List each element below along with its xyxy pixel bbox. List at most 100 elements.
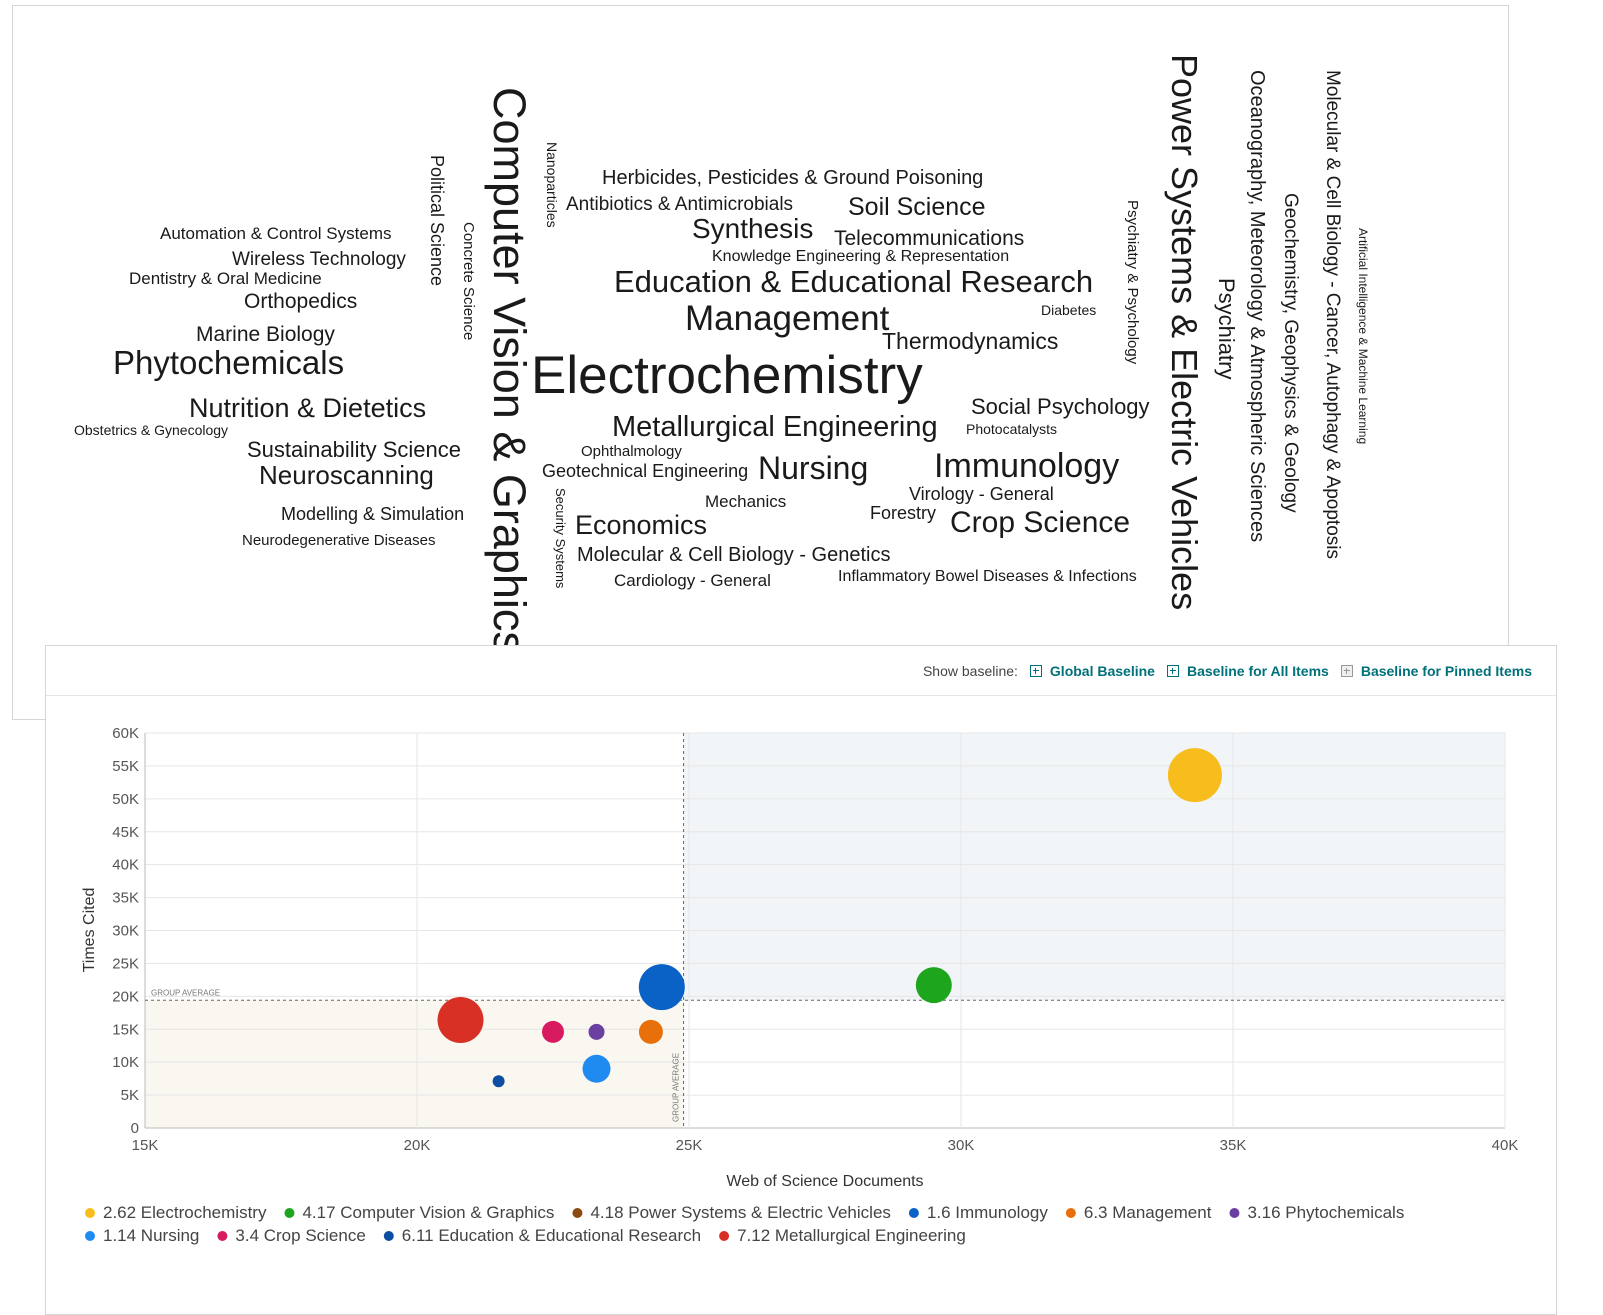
word: Nutrition & Dietetics: [189, 393, 426, 423]
word: Knowledge Engineering & Representation: [712, 248, 1009, 265]
word: Nursing: [758, 450, 868, 486]
legend-marker: [284, 1208, 295, 1218]
y-tick-label: 25K: [112, 955, 139, 972]
x-tick-label: 20K: [404, 1137, 431, 1154]
word: Mechanics: [705, 492, 786, 511]
legend-label: 4.17 Computer Vision & Graphics: [302, 1203, 554, 1222]
legend-marker: [217, 1231, 228, 1241]
legend-item: 2.62 Electrochemistry: [85, 1203, 267, 1222]
baseline-option[interactable]: Baseline for Pinned Items: [1340, 662, 1532, 679]
legend-item: 1.6 Immunology: [908, 1203, 1048, 1222]
bubble: [915, 967, 952, 1004]
y-tick-label: 35K: [112, 890, 139, 907]
word: Dentistry & Oral Medicine: [129, 269, 322, 288]
y-tick-label: 50K: [112, 791, 139, 808]
word: Marine Biology: [196, 323, 335, 346]
word: Economics: [575, 510, 707, 540]
word: Modelling & Simulation: [281, 504, 464, 524]
word: Virology - General: [909, 484, 1054, 504]
word: Geotechnical Engineering: [542, 461, 748, 481]
word: Molecular & Cell Biology - Genetics: [577, 544, 890, 566]
word: Wireless Technology: [232, 249, 406, 270]
y-tick-label: 45K: [112, 824, 139, 841]
word: Artificial Intelligence & Machine Learni…: [1356, 228, 1370, 444]
legend-marker: [1229, 1208, 1240, 1218]
baseline-option[interactable]: Global Baseline: [1029, 662, 1155, 679]
word: Electrochemistry: [531, 346, 923, 405]
word: Geochemistry, Geophysics & Geology: [1280, 193, 1301, 513]
word: Immunology: [934, 447, 1119, 485]
legend-marker: [1065, 1208, 1076, 1218]
word: Security Systems: [553, 488, 568, 589]
word: Nanoparticles: [544, 142, 560, 228]
word: Cardiology - General: [614, 571, 771, 590]
legend-label: 4.18 Power Systems & Electric Vehicles: [590, 1203, 890, 1222]
y-tick-label: 60K: [112, 725, 139, 742]
y-tick-label: 15K: [112, 1021, 139, 1038]
upper-right-quadrant: [683, 733, 1505, 1001]
word: Ophthalmology: [581, 443, 682, 460]
option-label[interactable]: Global Baseline: [1049, 662, 1155, 679]
word: Crop Science: [950, 506, 1130, 539]
y-tick-label: 40K: [112, 857, 139, 874]
y-tick-label: 5K: [121, 1087, 139, 1104]
word: Social Psychology: [971, 394, 1150, 419]
x-tick-label: 25K: [676, 1137, 703, 1154]
word: Power Systems & Electric Vehicles: [1164, 54, 1205, 610]
word: Education & Educational Research: [614, 264, 1093, 299]
legend-item: 6.11 Education & Educational Research: [383, 1226, 701, 1245]
legend-item: 3.16 Phytochemicals: [1229, 1203, 1404, 1222]
baseline-label: Show baseline:: [922, 662, 1018, 679]
word: Obstetrics & Gynecology: [74, 422, 228, 438]
legend-label: 3.4 Crop Science: [235, 1226, 365, 1245]
word: Diabetes: [1041, 302, 1096, 318]
legend-marker: [572, 1208, 583, 1218]
word: Automation & Control Systems: [160, 224, 391, 243]
word: Inflammatory Bowel Diseases & Infections: [838, 568, 1137, 585]
word: Oceanography, Meteorology & Atmospheric …: [1246, 70, 1268, 542]
legend-marker: [85, 1208, 95, 1218]
word: Antibiotics & Antimicrobials: [566, 194, 793, 215]
legend-label: 1.14 Nursing: [103, 1226, 199, 1245]
x-tick-label: 40K: [1492, 1137, 1519, 1154]
y-tick-label: 10K: [112, 1054, 139, 1071]
word: Computer Vision & Graphics: [484, 87, 535, 654]
word: Concrete Science: [460, 222, 477, 340]
y-axis-label: Times Cited: [81, 888, 98, 973]
word-cloud-panel: Herbicides, Pesticides & Ground Poisonin…: [12, 5, 1509, 720]
bubble: [638, 964, 685, 1011]
x-tick-label: 30K: [948, 1137, 975, 1154]
legend-item: 6.3 Management: [1065, 1203, 1212, 1222]
average-label: GROUP AVERAGE: [672, 1053, 681, 1122]
legend-item: 7.12 Metallurgical Engineering: [719, 1226, 966, 1245]
legend-marker: [719, 1231, 730, 1241]
bubble: [542, 1020, 564, 1043]
legend-label: 6.3 Management: [1084, 1203, 1212, 1222]
chart: 0 5K 10K 15K 20K 25K 30K 35K 40K 45K 50K 55K 60K 15K 2…: [81, 725, 1519, 1245]
option-label[interactable]: Baseline for Pinned Items: [1360, 662, 1532, 679]
legend-label: 6.11 Education & Educational Research: [402, 1226, 701, 1245]
word: Management: [685, 299, 890, 338]
legend-item: 3.4 Crop Science: [217, 1226, 366, 1245]
legend-item: 4.18 Power Systems & Electric Vehicles: [572, 1203, 891, 1222]
word: Neuroscanning: [259, 460, 434, 490]
word: Psychiatry: [1214, 278, 1239, 379]
word: Synthesis: [692, 213, 813, 244]
baseline-option[interactable]: Baseline for All Items: [1166, 662, 1329, 679]
word: Molecular & Cell Biology - Cancer, Autop…: [1322, 70, 1343, 559]
word: Metallurgical Engineering: [612, 411, 938, 443]
bubble: [588, 1023, 605, 1040]
word: Orthopedics: [244, 290, 357, 313]
bubble: [638, 1019, 663, 1044]
word: Political Science: [427, 155, 447, 286]
word-cloud: Herbicides, Pesticides & Ground Poisonin…: [74, 54, 1370, 654]
legend-label: 3.16 Phytochemicals: [1247, 1203, 1404, 1222]
legend-item: 4.17 Computer Vision & Graphics: [284, 1203, 554, 1222]
x-axis-label: Web of Science Documents: [726, 1173, 923, 1190]
word: Herbicides, Pesticides & Ground Poisonin…: [602, 167, 983, 189]
word: Telecommunications: [834, 227, 1024, 250]
legend-label: 1.6 Immunology: [927, 1203, 1048, 1222]
option-label[interactable]: Baseline for All Items: [1186, 662, 1329, 679]
legend-marker: [908, 1208, 919, 1218]
